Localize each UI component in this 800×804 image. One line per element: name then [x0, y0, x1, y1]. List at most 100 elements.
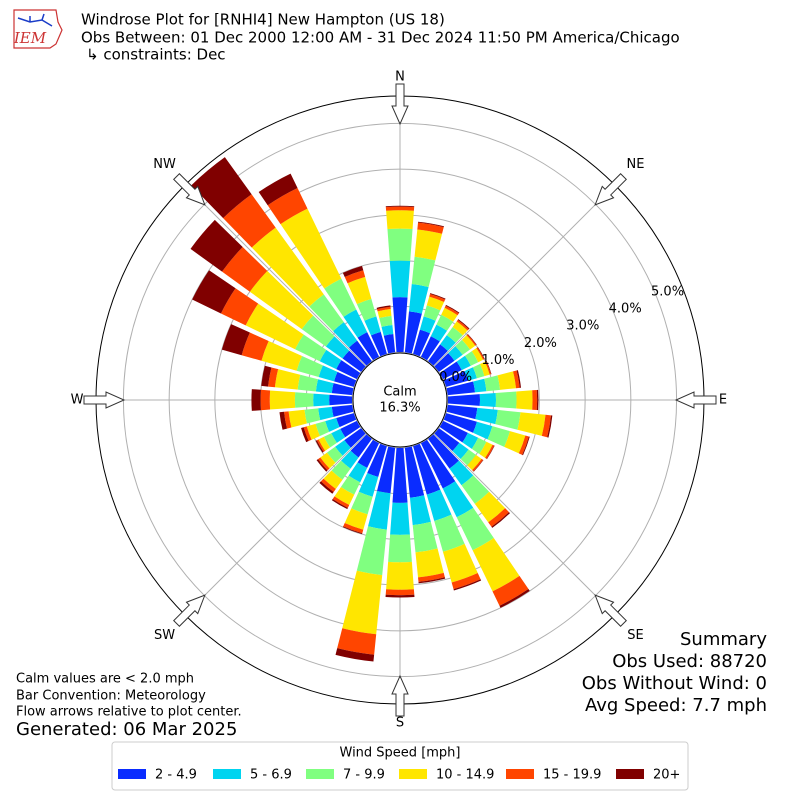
bar-segment	[472, 538, 520, 592]
bar-segment	[472, 364, 485, 379]
bar-segment	[455, 339, 471, 355]
bar-segment	[439, 420, 468, 443]
bar-segment	[392, 297, 408, 353]
bar-segment	[452, 442, 469, 459]
bar-segment	[280, 208, 342, 289]
bar-segment	[480, 361, 490, 377]
bar-segment	[356, 526, 387, 576]
bar-segment	[386, 561, 414, 590]
bar-segment	[479, 441, 493, 458]
bar-segment	[392, 447, 408, 503]
bar-segment	[344, 270, 366, 284]
bar-segment	[192, 270, 236, 314]
bar-segment	[295, 334, 327, 362]
bar-segment	[485, 444, 495, 459]
bar-segment	[316, 439, 326, 452]
bar-segment	[473, 459, 484, 472]
compass-label: SW	[154, 628, 175, 643]
bar-segment	[404, 446, 425, 498]
compass-label: SE	[627, 628, 643, 643]
compass-label: E	[719, 393, 727, 408]
summary-line: Obs Used: 88720	[612, 651, 767, 672]
bar-segment	[440, 335, 456, 351]
bar-segment	[342, 350, 366, 372]
bar-segment	[471, 348, 484, 363]
bar-segment	[318, 406, 334, 421]
bar-segment	[473, 378, 487, 393]
bar-segment	[356, 298, 377, 321]
bar-segment	[513, 370, 520, 389]
logo-lines	[17, 13, 53, 27]
bar-segment	[267, 188, 308, 225]
bar-segment	[191, 157, 252, 219]
bar-segment	[387, 228, 413, 261]
bar-segment	[320, 478, 336, 492]
bar-segment	[452, 321, 468, 336]
bar-segment	[487, 426, 510, 447]
bar-segment	[329, 394, 353, 406]
bar-segment	[467, 334, 477, 345]
bar-segment	[444, 305, 459, 316]
bar-segment	[499, 589, 530, 608]
bar-segment	[449, 460, 474, 486]
bar-segment	[385, 589, 415, 596]
legend-label: 10 - 14.9	[436, 768, 494, 783]
bar-segment	[411, 256, 436, 287]
bar-segment	[318, 436, 331, 451]
bar-segment	[491, 512, 510, 528]
bar-segment	[383, 334, 396, 354]
bar-segment	[351, 491, 373, 515]
bar-segment	[344, 428, 366, 448]
bar-segment	[316, 459, 328, 472]
bar-segment	[258, 173, 298, 206]
bar-segment	[331, 460, 351, 480]
calm-circle	[352, 352, 448, 448]
logo-outline	[13, 9, 63, 49]
bar-segment	[326, 446, 343, 463]
summary-line: Summary	[680, 629, 767, 650]
summary-line: Obs Without Wind: 0	[582, 673, 767, 694]
bar-segment	[445, 304, 460, 314]
bar-segment	[426, 489, 452, 521]
bar-segment	[343, 523, 364, 534]
bar-segment	[439, 361, 462, 380]
bar-segment	[541, 414, 551, 438]
bar-segment	[471, 437, 487, 454]
bar-segment	[536, 389, 539, 411]
legend-swatch	[306, 769, 334, 779]
bar-segment	[420, 439, 456, 489]
bar-segment	[331, 428, 346, 443]
bar-segment	[274, 369, 301, 390]
bar-segment	[301, 427, 309, 443]
bar-segment	[446, 326, 463, 343]
bar-segment	[516, 390, 533, 410]
bar-segment	[309, 294, 344, 332]
bar-segment	[426, 296, 445, 311]
legend-title: Wind Speed [mph]	[340, 746, 461, 761]
radial-tick-label: 1.0%	[482, 353, 515, 368]
bar-segment	[294, 392, 314, 408]
bar-segment	[419, 316, 436, 334]
bar-segment	[441, 307, 458, 322]
bar-segment	[336, 413, 357, 428]
bar-segment	[306, 423, 320, 440]
bar-segment	[320, 452, 336, 469]
bar-segment	[376, 305, 391, 310]
bar-segment	[323, 470, 343, 489]
bar-segment	[331, 383, 354, 396]
bar-segment	[388, 534, 412, 563]
bar-segment	[464, 367, 477, 381]
bar-segment	[190, 219, 243, 272]
bar-segment	[349, 340, 372, 366]
grid-spoke	[433, 184, 616, 367]
bar-segment	[504, 431, 526, 454]
note: Calm values are < 2.0 mph	[16, 672, 194, 687]
chart-title: Windrose Plot for [RNHI4] New Hampton (U…	[81, 11, 445, 29]
bar-segment	[318, 457, 330, 471]
bar-segment	[461, 475, 490, 504]
bar-segment	[453, 579, 482, 591]
bar-segment	[409, 284, 429, 314]
bar-segment	[334, 371, 357, 387]
bar-segment	[324, 278, 357, 317]
bar-segment	[465, 351, 479, 366]
